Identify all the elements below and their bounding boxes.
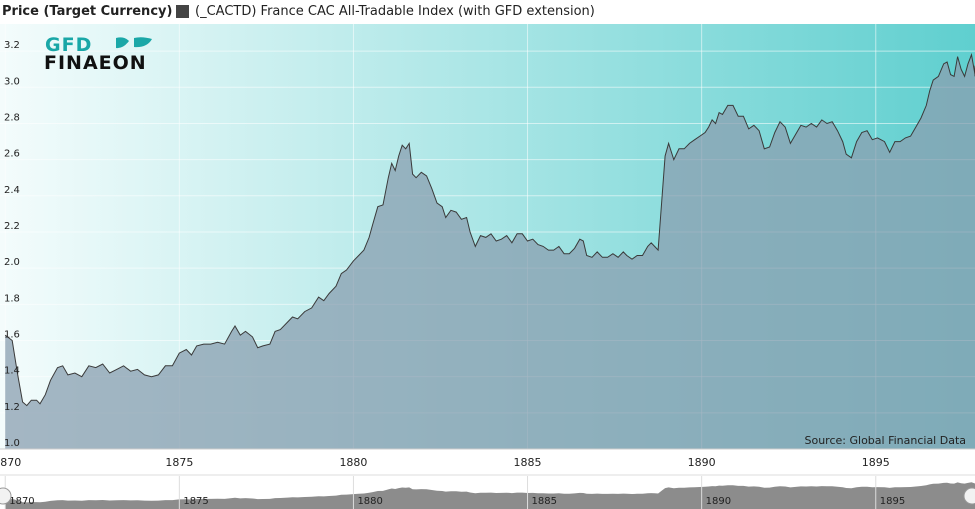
y-tick-label: 2.4 [4,185,20,196]
source-label: Source: Global Financial Data [805,434,967,447]
navigator-tick-label: 1870 [9,496,34,507]
y-axis-title: Price (Target Currency) [2,4,173,19]
y-tick-label: 2.8 [4,112,20,123]
x-tick-label: 1870 [0,456,21,469]
navigator-tick-label: 1895 [880,496,905,507]
navigator-tick-label: 1875 [183,496,208,507]
navigator-tick-label: 1890 [706,496,731,507]
navigator[interactable]: 1870 1875 1880 1885 1890 1895 [0,474,975,509]
x-tick-label: 1885 [514,456,542,469]
legend[interactable]: (_CACTD) France CAC All-Tradable Index (… [176,4,595,19]
navigator-handle-left[interactable] [0,487,12,505]
y-axis-ticks: 1.0 1.2 1.4 1.6 1.8 2.0 2.2 2.4 2.6 2.8 3.0 3.2 [4,40,20,449]
y-tick-label: 3.0 [4,76,20,87]
series-line [4,52,975,407]
series-area [5,54,975,449]
y-tick-label: 3.2 [4,40,20,51]
x-tick-label: 1895 [862,456,890,469]
y-tick-label: 1.6 [4,329,20,340]
logo-leaf-icon [116,37,129,49]
y-tick-label: 1.2 [4,402,20,413]
chart-header: Price (Target Currency) (_CACTD) France … [0,0,975,24]
x-tick-label: 1875 [165,456,193,469]
gfd-finaeon-logo: GFD FINAEON [44,34,152,74]
x-tick-label: 1880 [339,456,367,469]
logo-leaf-icon [134,37,152,48]
legend-swatch [176,5,189,18]
y-tick-label: 2.6 [4,149,20,160]
x-tick-label: 1890 [688,456,716,469]
navigator-ticks: 1870 1875 1880 1885 1890 1895 [4,476,905,509]
y-tick-label: 2.0 [4,257,20,268]
navigator-tick-label: 1880 [357,496,382,507]
y-tick-label: 1.8 [4,293,20,304]
navigator-series-area [5,482,975,509]
y-tick-label: 1.4 [4,366,20,377]
navigator-tick-label: 1885 [532,496,557,507]
navigator-handle-right[interactable] [963,487,975,505]
logo-gfd: GFD [45,34,92,56]
y-tick-label: 1.0 [4,438,20,449]
logo-finaeon: FINAEON [44,52,147,74]
x-axis-ticks: 1870 1875 1880 1885 1890 1895 [0,456,890,469]
y-tick-label: 2.2 [4,221,20,232]
legend-label[interactable]: (_CACTD) France CAC All-Tradable Index (… [195,4,595,19]
